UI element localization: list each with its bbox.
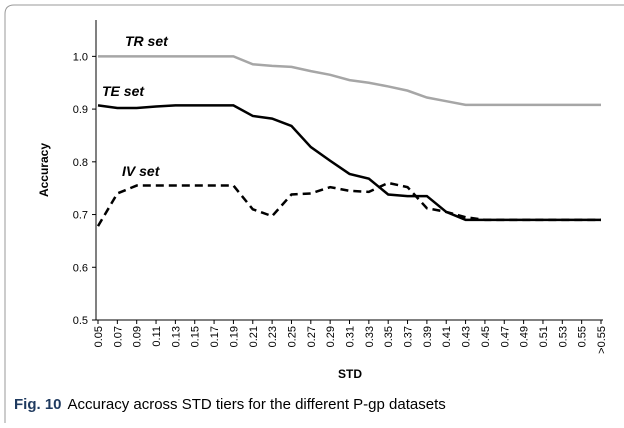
x-tick-label: 0.39 xyxy=(422,326,434,347)
series-label: IV set xyxy=(122,163,161,179)
x-tick-label: 0.07 xyxy=(112,326,124,347)
x-tick-label: 0.29 xyxy=(325,326,337,347)
x-tick-label: 0.27 xyxy=(306,326,318,347)
series-label: TR set xyxy=(125,33,169,49)
caption-text: Accuracy across STD tiers for the differ… xyxy=(68,396,446,413)
x-tick-label: 0.25 xyxy=(286,326,298,347)
x-tick-label: 0.15 xyxy=(190,326,202,347)
caption-label: Fig. 10 xyxy=(14,396,62,413)
x-tick-label: 0.09 xyxy=(132,326,144,347)
caption: Fig. 10 Accuracy across STD tiers for the… xyxy=(14,396,446,413)
y-axis-title: Accuracy xyxy=(37,143,51,197)
figure-frame xyxy=(4,4,624,423)
x-tick-label: 0.45 xyxy=(480,326,492,347)
x-tick-label: 0.43 xyxy=(461,326,473,347)
y-tick-label: 0.6 xyxy=(73,262,88,274)
x-tick-label: 0.35 xyxy=(383,326,395,347)
x-tick-label: 0.23 xyxy=(267,326,279,347)
y-tick-label: 1.0 xyxy=(73,51,88,63)
x-tick-label: 0.33 xyxy=(364,326,376,347)
x-tick-label: 0.53 xyxy=(557,326,569,347)
series-line xyxy=(96,181,601,227)
x-tick-label: 0.05 xyxy=(93,326,105,347)
x-axis-title: STD xyxy=(338,367,362,381)
y-tick-label: 0.8 xyxy=(73,157,88,169)
x-tick-label: 0.21 xyxy=(248,326,260,347)
x-tick-label: 0.41 xyxy=(441,326,453,347)
series-line xyxy=(97,104,601,222)
x-tick-label: 0.11 xyxy=(151,326,163,347)
x-tick-label: 0.47 xyxy=(499,326,511,347)
series-label: TE set xyxy=(102,83,145,99)
x-tick-label: 0.37 xyxy=(403,326,415,347)
y-tick-label: 0.9 xyxy=(73,104,88,116)
x-tick-label: 0.13 xyxy=(170,326,182,347)
series-line xyxy=(98,55,601,107)
x-tick-label: 0.51 xyxy=(538,326,550,347)
y-tick-label: 0.7 xyxy=(73,210,88,222)
x-tick-label: >0.55 xyxy=(596,326,608,354)
x-tick-label: 0.49 xyxy=(519,326,531,347)
x-tick-label: 0.31 xyxy=(345,326,357,347)
x-tick-label: 0.17 xyxy=(209,326,221,347)
y-tick-label: 0.5 xyxy=(73,315,88,327)
x-tick-label: 0.55 xyxy=(577,326,589,347)
x-tick-label: 0.19 xyxy=(228,326,240,347)
